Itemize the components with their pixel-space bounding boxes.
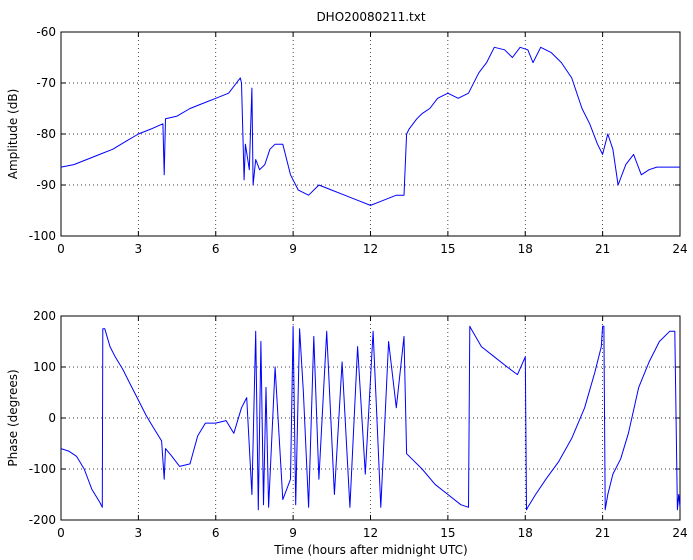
x-tick-label: 15 bbox=[440, 242, 455, 256]
x-tick-label: 6 bbox=[212, 242, 220, 256]
y-tick-label: -90 bbox=[36, 178, 56, 192]
x-axis-label: Time (hours after midnight UTC) bbox=[273, 543, 467, 557]
y-tick-label: -70 bbox=[36, 76, 56, 90]
x-tick-label: 12 bbox=[363, 242, 378, 256]
series-line bbox=[60, 46, 680, 206]
x-tick-label: 6 bbox=[212, 526, 220, 540]
x-tick-label: 9 bbox=[289, 242, 297, 256]
x-tick-label: 3 bbox=[135, 242, 143, 256]
y-tick-label: 0 bbox=[48, 411, 56, 425]
x-tick-label: 18 bbox=[518, 526, 533, 540]
x-tick-label: 15 bbox=[440, 526, 455, 540]
amplitude-chart: DHO20080211.txt Amplitude (dB) 0 3 6 9 12 15 1… bbox=[6, 10, 688, 256]
series-line bbox=[60, 325, 681, 511]
y-axis-label: Amplitude (dB) bbox=[6, 89, 20, 180]
plot-frame bbox=[60, 31, 681, 237]
y-tick-label: -200 bbox=[29, 513, 56, 527]
y-axis-label: Phase (degrees) bbox=[6, 369, 20, 466]
x-tick-label: 3 bbox=[135, 526, 143, 540]
x-tick-label: 0 bbox=[57, 526, 65, 540]
y-tick-label: -100 bbox=[29, 229, 56, 243]
x-tick-label: 24 bbox=[672, 526, 687, 540]
y-tick-label: -60 bbox=[36, 25, 56, 39]
plot-frame bbox=[60, 315, 681, 521]
chart-title: DHO20080211.txt bbox=[316, 10, 425, 24]
y-tick-label: -100 bbox=[29, 462, 56, 476]
x-tick-label: 21 bbox=[595, 242, 610, 256]
x-tick-label: 0 bbox=[57, 242, 65, 256]
x-tick-label: 18 bbox=[518, 242, 533, 256]
y-tick-label: 200 bbox=[33, 309, 56, 323]
y-tick-label: -80 bbox=[36, 127, 56, 141]
x-tick-label: 12 bbox=[363, 526, 378, 540]
x-tick-label: 9 bbox=[289, 526, 297, 540]
x-tick-label: 21 bbox=[595, 526, 610, 540]
y-tick-label: 100 bbox=[33, 360, 56, 374]
phase-chart: Time (hours after midnight UTC) Phase (d… bbox=[6, 309, 688, 557]
x-tick-label: 24 bbox=[672, 242, 687, 256]
